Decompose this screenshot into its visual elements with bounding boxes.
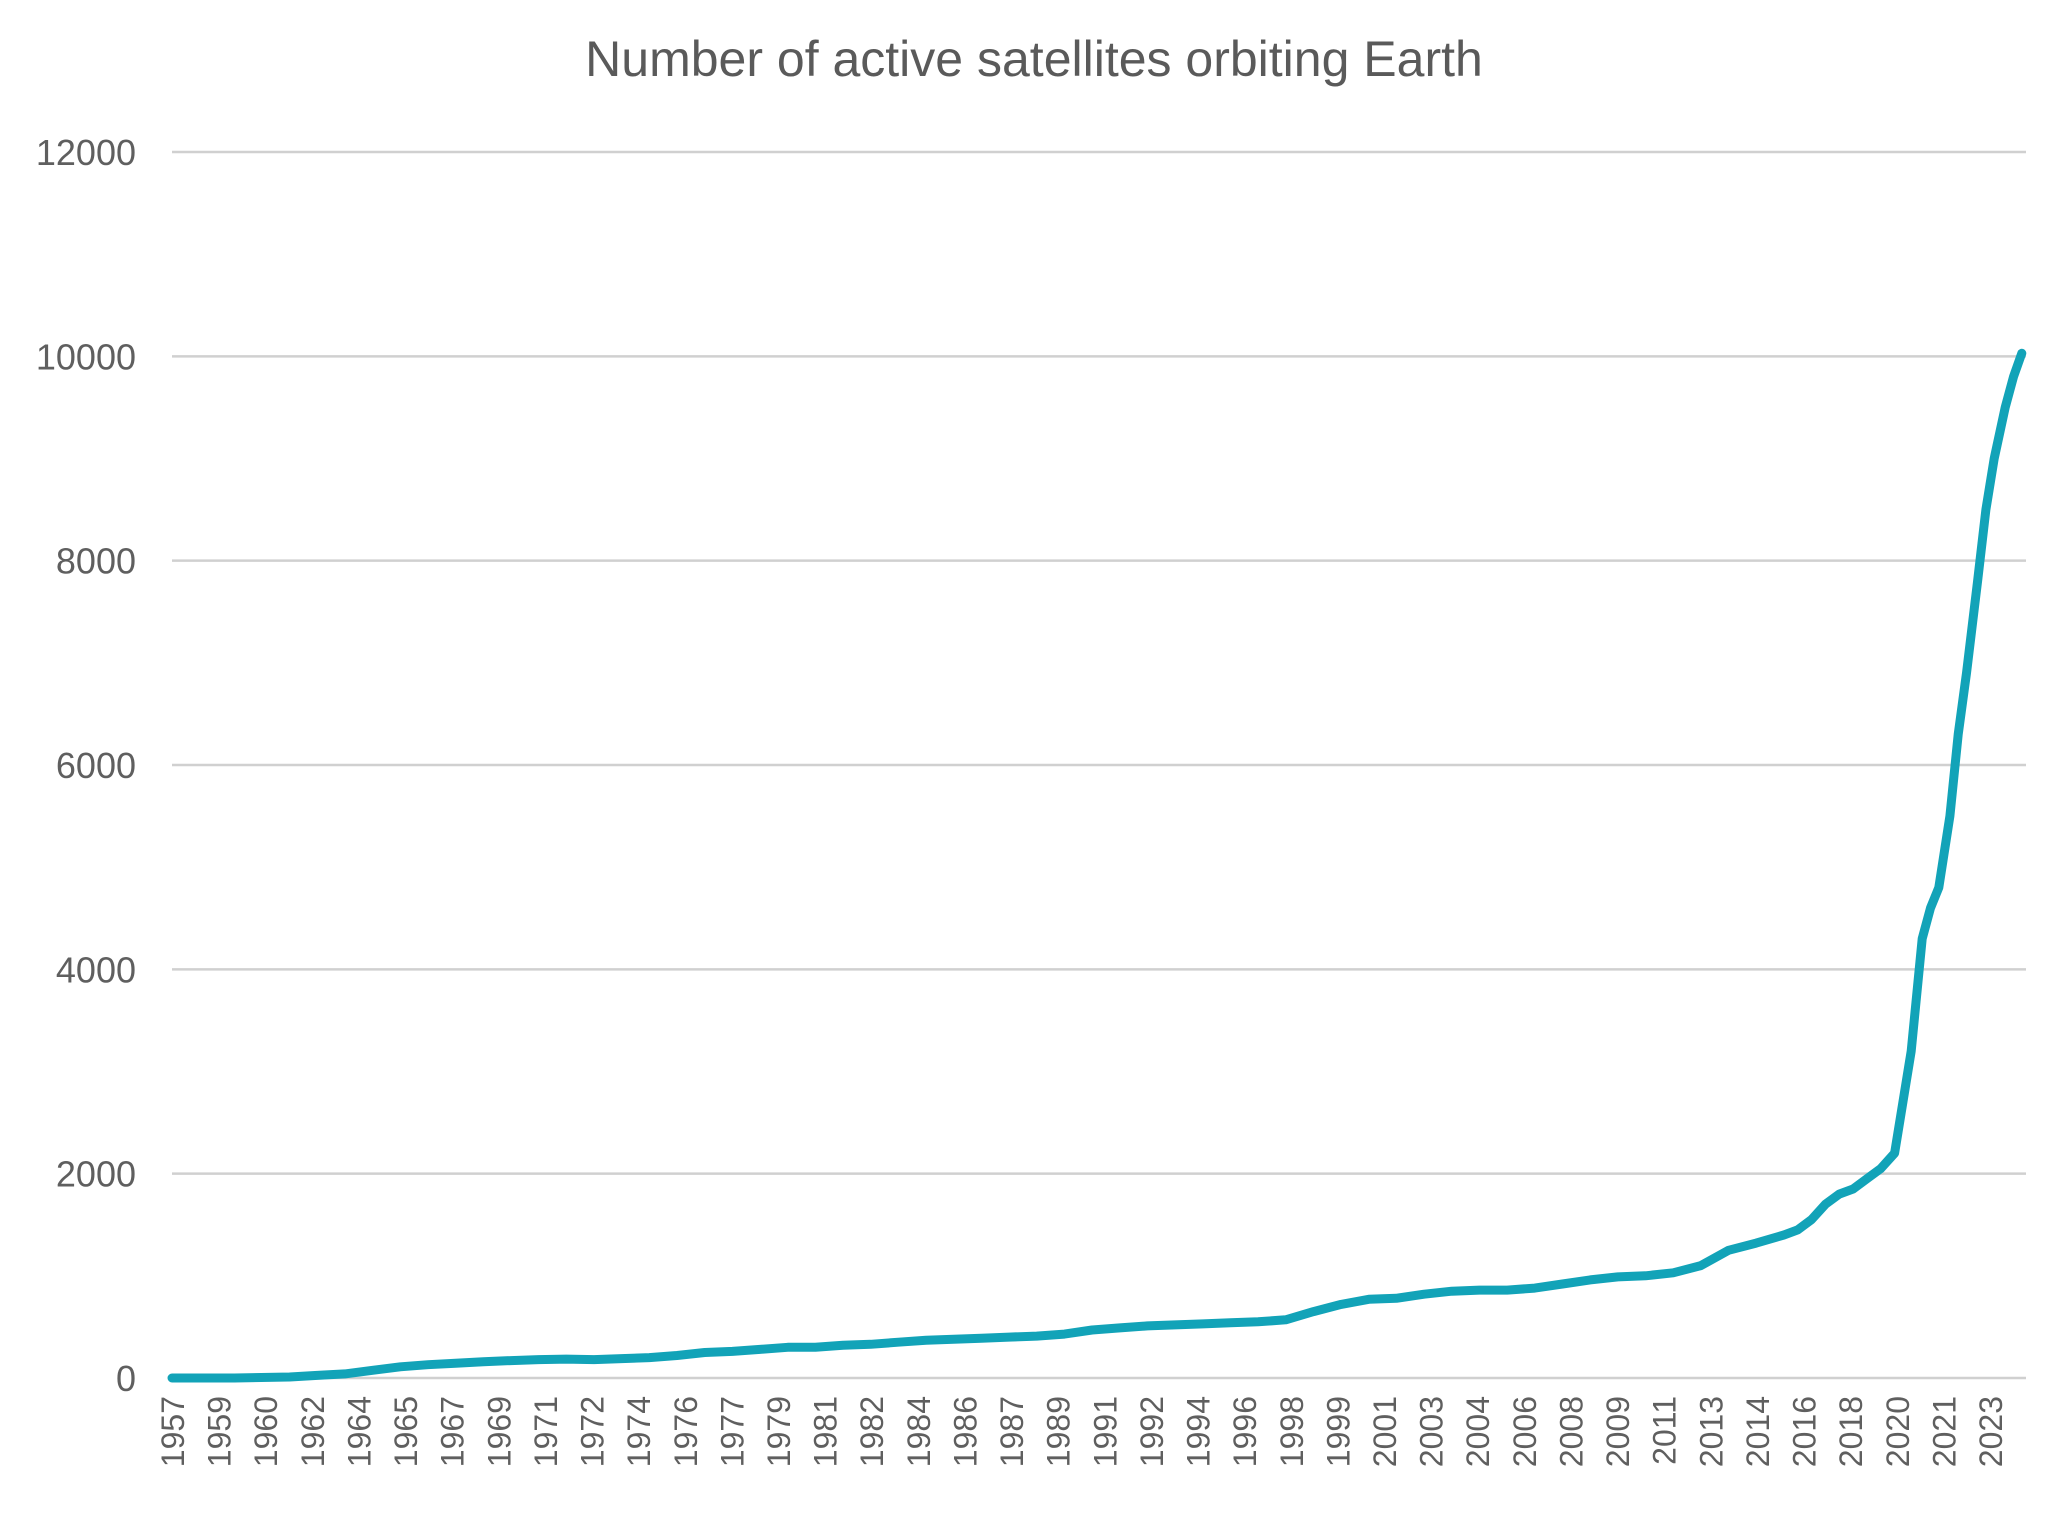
x-tick-label: 2006 [1507,1396,1543,1467]
x-tick-label: 2011 [1647,1396,1683,1465]
series-line-0 [167,348,2027,1383]
x-tick-label: 1972 [575,1396,611,1467]
y-tick-label: 4000 [56,949,136,990]
grid-layer [172,150,2026,1380]
y-tick-label: 10000 [36,336,136,377]
x-tick-label: 1962 [295,1396,331,1467]
x-tick-label: 2016 [1787,1396,1823,1467]
x-tick-label: 2018 [1833,1396,1869,1467]
x-tick-label: 1964 [341,1396,377,1467]
y-tick-label: 2000 [56,1154,136,1195]
chart-title: Number of active satellites orbiting Ear… [585,31,1483,87]
x-tick-label: 2003 [1414,1396,1450,1467]
x-tick-label: 1969 [481,1396,517,1467]
x-tick-label: 1976 [668,1396,704,1467]
y-tick-label: 8000 [56,541,136,582]
x-tick-label: 2014 [1740,1396,1776,1467]
x-tick-label: 1974 [621,1396,657,1467]
x-tick-label: 2013 [1693,1396,1729,1467]
x-tick-label: 1982 [854,1396,890,1467]
x-tick-label: 1994 [1181,1396,1217,1467]
y-tick-label: 12000 [36,132,136,173]
x-tick-label: 1965 [388,1396,424,1467]
x-tick-label: 1989 [1041,1396,1077,1467]
x-tick-label: 1996 [1227,1396,1263,1467]
x-tick-label: 1977 [714,1396,750,1467]
x-tick-label: 2023 [1973,1396,2009,1467]
x-axis-tick-labels: 1957 1959 1960 1962 1964 1965 1967 1969 1971 1972… [155,1396,2009,1467]
x-tick-label: 1999 [1320,1396,1356,1467]
x-tick-label: 1979 [761,1396,797,1467]
x-tick-label: 1991 [1087,1396,1123,1467]
y-axis-tick-labels: 0 2000 4000 6000 8000 10000 12000 [36,132,136,1399]
x-tick-label: 1992 [1134,1396,1170,1467]
x-tick-label: 2020 [1880,1396,1916,1467]
x-tick-label: 2008 [1553,1396,1589,1467]
x-tick-label: 2004 [1460,1396,1496,1467]
y-tick-label: 6000 [56,745,136,786]
x-tick-label: 1960 [248,1396,284,1467]
x-tick-label: 2001 [1367,1396,1403,1467]
x-tick-label: 1967 [435,1396,471,1467]
x-tick-label: 1981 [808,1396,844,1467]
x-tick-label: 1987 [994,1396,1030,1467]
x-tick-label: 1957 [155,1396,191,1467]
x-tick-label: 1998 [1274,1396,1310,1467]
x-tick-label: 2009 [1600,1396,1636,1467]
x-tick-label: 1959 [202,1396,238,1467]
y-tick-label: 0 [116,1358,136,1399]
x-tick-label: 2021 [1926,1396,1962,1467]
x-tick-label: 1986 [947,1396,983,1467]
series-layer [167,348,2027,1383]
x-tick-label: 1984 [901,1396,937,1467]
x-tick-label: 1971 [528,1396,564,1467]
